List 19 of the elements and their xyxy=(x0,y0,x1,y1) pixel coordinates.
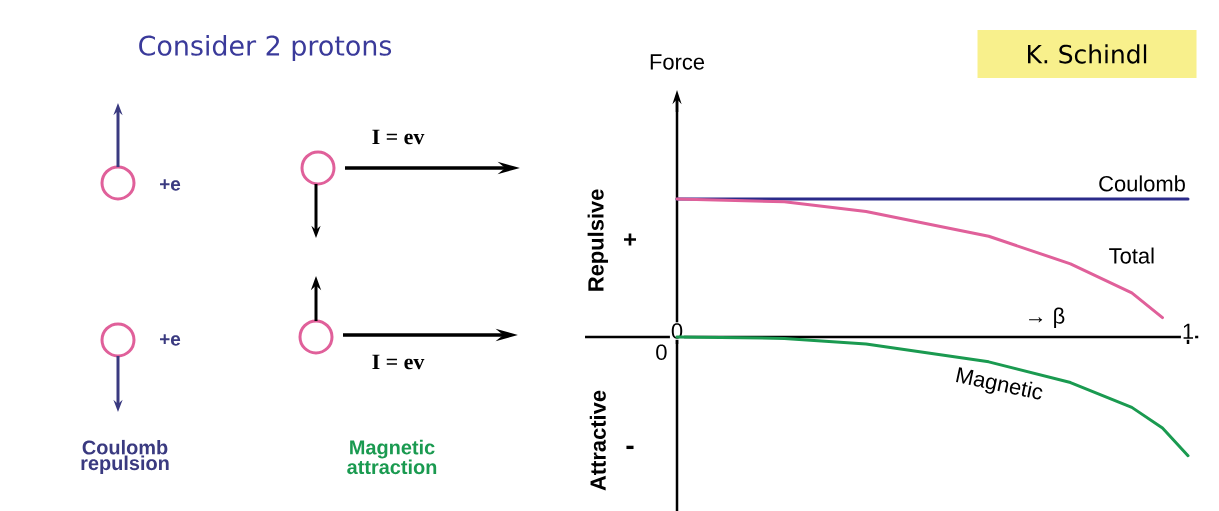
text: Magnetic xyxy=(956,367,1043,400)
text: Force xyxy=(650,54,705,70)
text: +e xyxy=(160,334,181,346)
text: I = ev xyxy=(372,354,425,370)
text: Coulomb repulsion xyxy=(81,439,169,475)
series-label: Coulomb xyxy=(1099,175,1185,192)
x-tick-label: 1 xyxy=(1183,323,1194,339)
text: Consider 2 protons xyxy=(139,34,392,62)
annotation: 0 xyxy=(656,344,667,361)
annotation: + xyxy=(624,233,636,246)
x-axis-title: → β xyxy=(1029,307,1065,328)
text: K. Schindl xyxy=(1028,44,1147,64)
annotation: Repulsive xyxy=(587,189,609,291)
annotation: Attractive xyxy=(589,390,606,491)
series-label: Total xyxy=(1109,247,1154,264)
text: I = ev xyxy=(372,129,425,145)
text: Magnetic attraction xyxy=(347,439,437,475)
annotation: - xyxy=(626,445,634,450)
text: +e xyxy=(160,179,181,191)
